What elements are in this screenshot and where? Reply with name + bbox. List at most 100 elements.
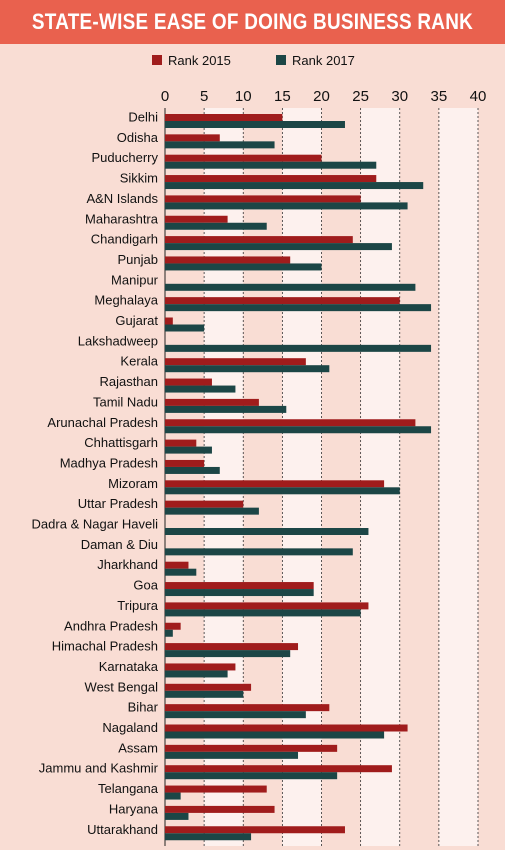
bar-rank-2017 xyxy=(165,243,392,251)
bar-rank-2017 xyxy=(165,121,345,128)
bar-rank-2017 xyxy=(165,283,416,291)
category-label: Arunachal Pradesh xyxy=(47,415,158,430)
bar-rank-2015 xyxy=(165,785,267,793)
bar-rank-2015 xyxy=(165,602,369,610)
category-label: Manipur xyxy=(111,272,159,287)
category-label: Puducherry xyxy=(92,150,159,165)
bar-rank-2015 xyxy=(165,663,236,671)
category-label: Maharashtra xyxy=(85,211,159,226)
bar-rank-2017 xyxy=(165,670,228,678)
bar-rank-2017 xyxy=(165,263,322,271)
bar-rank-2017 xyxy=(165,141,275,149)
category-label: Rajasthan xyxy=(99,374,158,389)
category-label: Dadra & Nagar Haveli xyxy=(32,517,159,532)
category-label: Chandigarh xyxy=(91,232,158,247)
grid-band xyxy=(282,108,322,846)
category-label: Assam xyxy=(118,740,158,755)
bar-rank-2017 xyxy=(165,487,400,495)
x-tick-label: 5 xyxy=(200,88,208,105)
bar-rank-2015 xyxy=(165,582,314,590)
bar-rank-2017 xyxy=(165,446,212,454)
bar-rank-2017 xyxy=(165,385,236,393)
bar-rank-2017 xyxy=(165,161,377,169)
category-label: Delhi xyxy=(128,110,158,125)
chart-title: STATE-WISE EASE OF DOING BUSINESS RANK xyxy=(31,9,474,34)
category-label: Chhattisgarh xyxy=(84,435,158,450)
bar-rank-2015 xyxy=(165,114,283,121)
category-label: Goa xyxy=(133,578,158,593)
bar-rank-2015 xyxy=(165,724,408,732)
category-label: Daman & Diu xyxy=(81,537,158,552)
bar-rank-2017 xyxy=(165,751,299,759)
bar-rank-2015 xyxy=(165,317,173,325)
bar-rank-2017 xyxy=(165,731,385,739)
bar-rank-2017 xyxy=(165,507,259,515)
category-label: West Bengal xyxy=(85,679,159,694)
bar-rank-2015 xyxy=(165,500,244,508)
bar-rank-2017 xyxy=(165,609,361,617)
x-tick-label: 35 xyxy=(431,88,448,105)
bar-rank-2017 xyxy=(165,711,306,719)
bar-rank-2015 xyxy=(165,175,377,183)
bar-rank-2015 xyxy=(165,439,197,447)
bar-rank-2015 xyxy=(165,805,275,813)
bar-rank-2015 xyxy=(165,195,361,203)
bar-rank-2017 xyxy=(165,466,220,474)
category-label: Jharkhand xyxy=(97,557,158,572)
bar-rank-2017 xyxy=(165,426,432,434)
x-tick-label: 20 xyxy=(313,88,330,105)
bar-rank-2017 xyxy=(165,690,244,698)
bar-rank-2015 xyxy=(165,704,330,712)
bar-rank-2017 xyxy=(165,304,432,312)
bar-rank-2017 xyxy=(165,202,408,210)
x-tick-label: 40 xyxy=(470,88,487,105)
bar-rank-2015 xyxy=(165,236,353,244)
legend-label: Rank 2015 xyxy=(168,53,231,68)
bar-rank-2015 xyxy=(165,297,400,305)
bar-rank-2017 xyxy=(165,812,189,820)
x-tick-label: 25 xyxy=(352,88,369,105)
bar-rank-2017 xyxy=(165,365,330,373)
category-label: Punjab xyxy=(118,252,158,267)
bar-rank-2017 xyxy=(165,528,369,535)
bar-rank-2015 xyxy=(165,744,338,752)
bar-rank-2015 xyxy=(165,215,228,223)
bar-rank-2015 xyxy=(165,480,385,488)
grid-band xyxy=(204,108,244,846)
category-label: Mizoram xyxy=(108,476,158,491)
category-label: Tamil Nadu xyxy=(93,394,158,409)
category-label: Karnataka xyxy=(99,659,159,674)
category-label: Jammu and Kashmir xyxy=(39,761,159,776)
bar-rank-2017 xyxy=(165,568,197,576)
bar-rank-2017 xyxy=(165,222,267,230)
legend-swatch xyxy=(152,55,162,65)
bar-rank-2015 xyxy=(165,622,181,630)
bar-rank-2017 xyxy=(165,589,314,597)
category-label: Telangana xyxy=(98,781,159,796)
category-label: A&N Islands xyxy=(86,191,158,206)
bar-rank-2017 xyxy=(165,405,287,413)
category-label: Himachal Pradesh xyxy=(52,639,158,654)
bar-rank-2015 xyxy=(165,419,416,427)
bar-rank-2015 xyxy=(165,256,291,264)
bar-rank-2015 xyxy=(165,358,306,366)
grid-band xyxy=(360,108,400,846)
bar-rank-2017 xyxy=(165,833,252,841)
chart-title-bar: STATE-WISE EASE OF DOING BUSINESS RANK xyxy=(0,0,505,44)
category-label: Odisha xyxy=(117,130,159,145)
category-label: Lakshadweep xyxy=(78,333,158,348)
bar-rank-2017 xyxy=(165,324,205,332)
bar-rank-2015 xyxy=(165,398,259,406)
category-label: Tripura xyxy=(117,598,158,613)
bar-rank-2017 xyxy=(165,772,338,780)
category-label: Bihar xyxy=(128,700,159,715)
bar-rank-2015 xyxy=(165,683,252,691)
category-label: Uttar Pradesh xyxy=(78,496,158,511)
bar-rank-2015 xyxy=(165,765,392,773)
category-label: Sikkim xyxy=(120,171,158,186)
bar-rank-2017 xyxy=(165,650,291,658)
bar-rank-2015 xyxy=(165,134,220,142)
bar-rank-2015 xyxy=(165,826,345,834)
bar-rank-2017 xyxy=(165,344,432,352)
